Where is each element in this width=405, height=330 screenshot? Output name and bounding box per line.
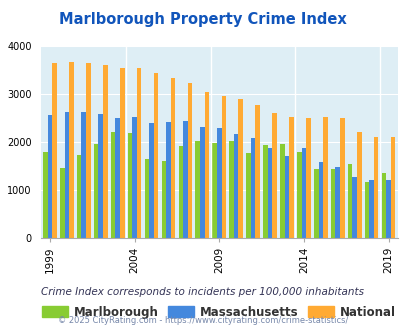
Bar xyxy=(132,117,136,238)
Bar xyxy=(187,82,192,238)
Bar xyxy=(301,148,305,238)
Text: © 2025 CityRating.com - https://www.cityrating.com/crime-statistics/: © 2025 CityRating.com - https://www.city… xyxy=(58,315,347,325)
Bar xyxy=(111,132,115,238)
Bar xyxy=(296,152,301,238)
Bar xyxy=(161,161,166,238)
Bar xyxy=(318,162,322,238)
Bar xyxy=(279,144,284,238)
Bar xyxy=(171,78,175,238)
Bar xyxy=(212,143,216,238)
Bar xyxy=(144,159,149,238)
Bar xyxy=(115,118,119,238)
Bar xyxy=(119,68,124,238)
Bar xyxy=(250,138,255,238)
Bar xyxy=(305,118,310,238)
Bar xyxy=(69,62,74,238)
Bar xyxy=(339,118,344,238)
Bar xyxy=(246,153,250,238)
Bar xyxy=(352,177,356,238)
Bar xyxy=(81,112,86,238)
Bar xyxy=(262,145,267,238)
Text: Crime Index corresponds to incidents per 100,000 inhabitants: Crime Index corresponds to incidents per… xyxy=(41,287,364,297)
Bar xyxy=(94,144,98,238)
Bar xyxy=(43,152,47,238)
Bar xyxy=(238,99,243,238)
Bar xyxy=(195,141,200,238)
Bar xyxy=(369,180,373,238)
Bar xyxy=(221,96,226,238)
Bar xyxy=(216,128,221,238)
Bar xyxy=(149,123,153,238)
Bar xyxy=(347,164,352,238)
Bar xyxy=(390,137,394,238)
Bar xyxy=(47,115,52,238)
Bar xyxy=(381,174,385,238)
Bar xyxy=(255,105,259,238)
Bar xyxy=(322,117,327,238)
Legend: Marlborough, Massachusetts, National: Marlborough, Massachusetts, National xyxy=(37,301,400,323)
Bar xyxy=(153,73,158,238)
Bar xyxy=(330,169,335,238)
Bar xyxy=(385,180,390,238)
Bar xyxy=(52,63,57,238)
Bar xyxy=(204,92,209,238)
Bar xyxy=(60,168,64,238)
Bar xyxy=(356,132,361,238)
Text: Marlborough Property Crime Index: Marlborough Property Crime Index xyxy=(59,12,346,26)
Bar xyxy=(128,133,132,238)
Bar xyxy=(200,127,204,238)
Bar xyxy=(284,156,288,238)
Bar xyxy=(373,137,377,238)
Bar xyxy=(364,182,369,238)
Bar xyxy=(178,146,183,238)
Bar xyxy=(335,167,339,238)
Bar xyxy=(77,155,81,238)
Bar xyxy=(136,68,141,238)
Bar xyxy=(183,121,187,238)
Bar xyxy=(267,148,272,238)
Bar xyxy=(86,63,90,238)
Bar xyxy=(166,122,171,238)
Bar xyxy=(313,169,318,238)
Bar xyxy=(229,142,233,238)
Bar xyxy=(98,114,103,238)
Bar xyxy=(233,134,238,238)
Bar xyxy=(288,117,293,238)
Bar xyxy=(64,112,69,238)
Bar xyxy=(272,113,276,238)
Bar xyxy=(103,65,107,238)
